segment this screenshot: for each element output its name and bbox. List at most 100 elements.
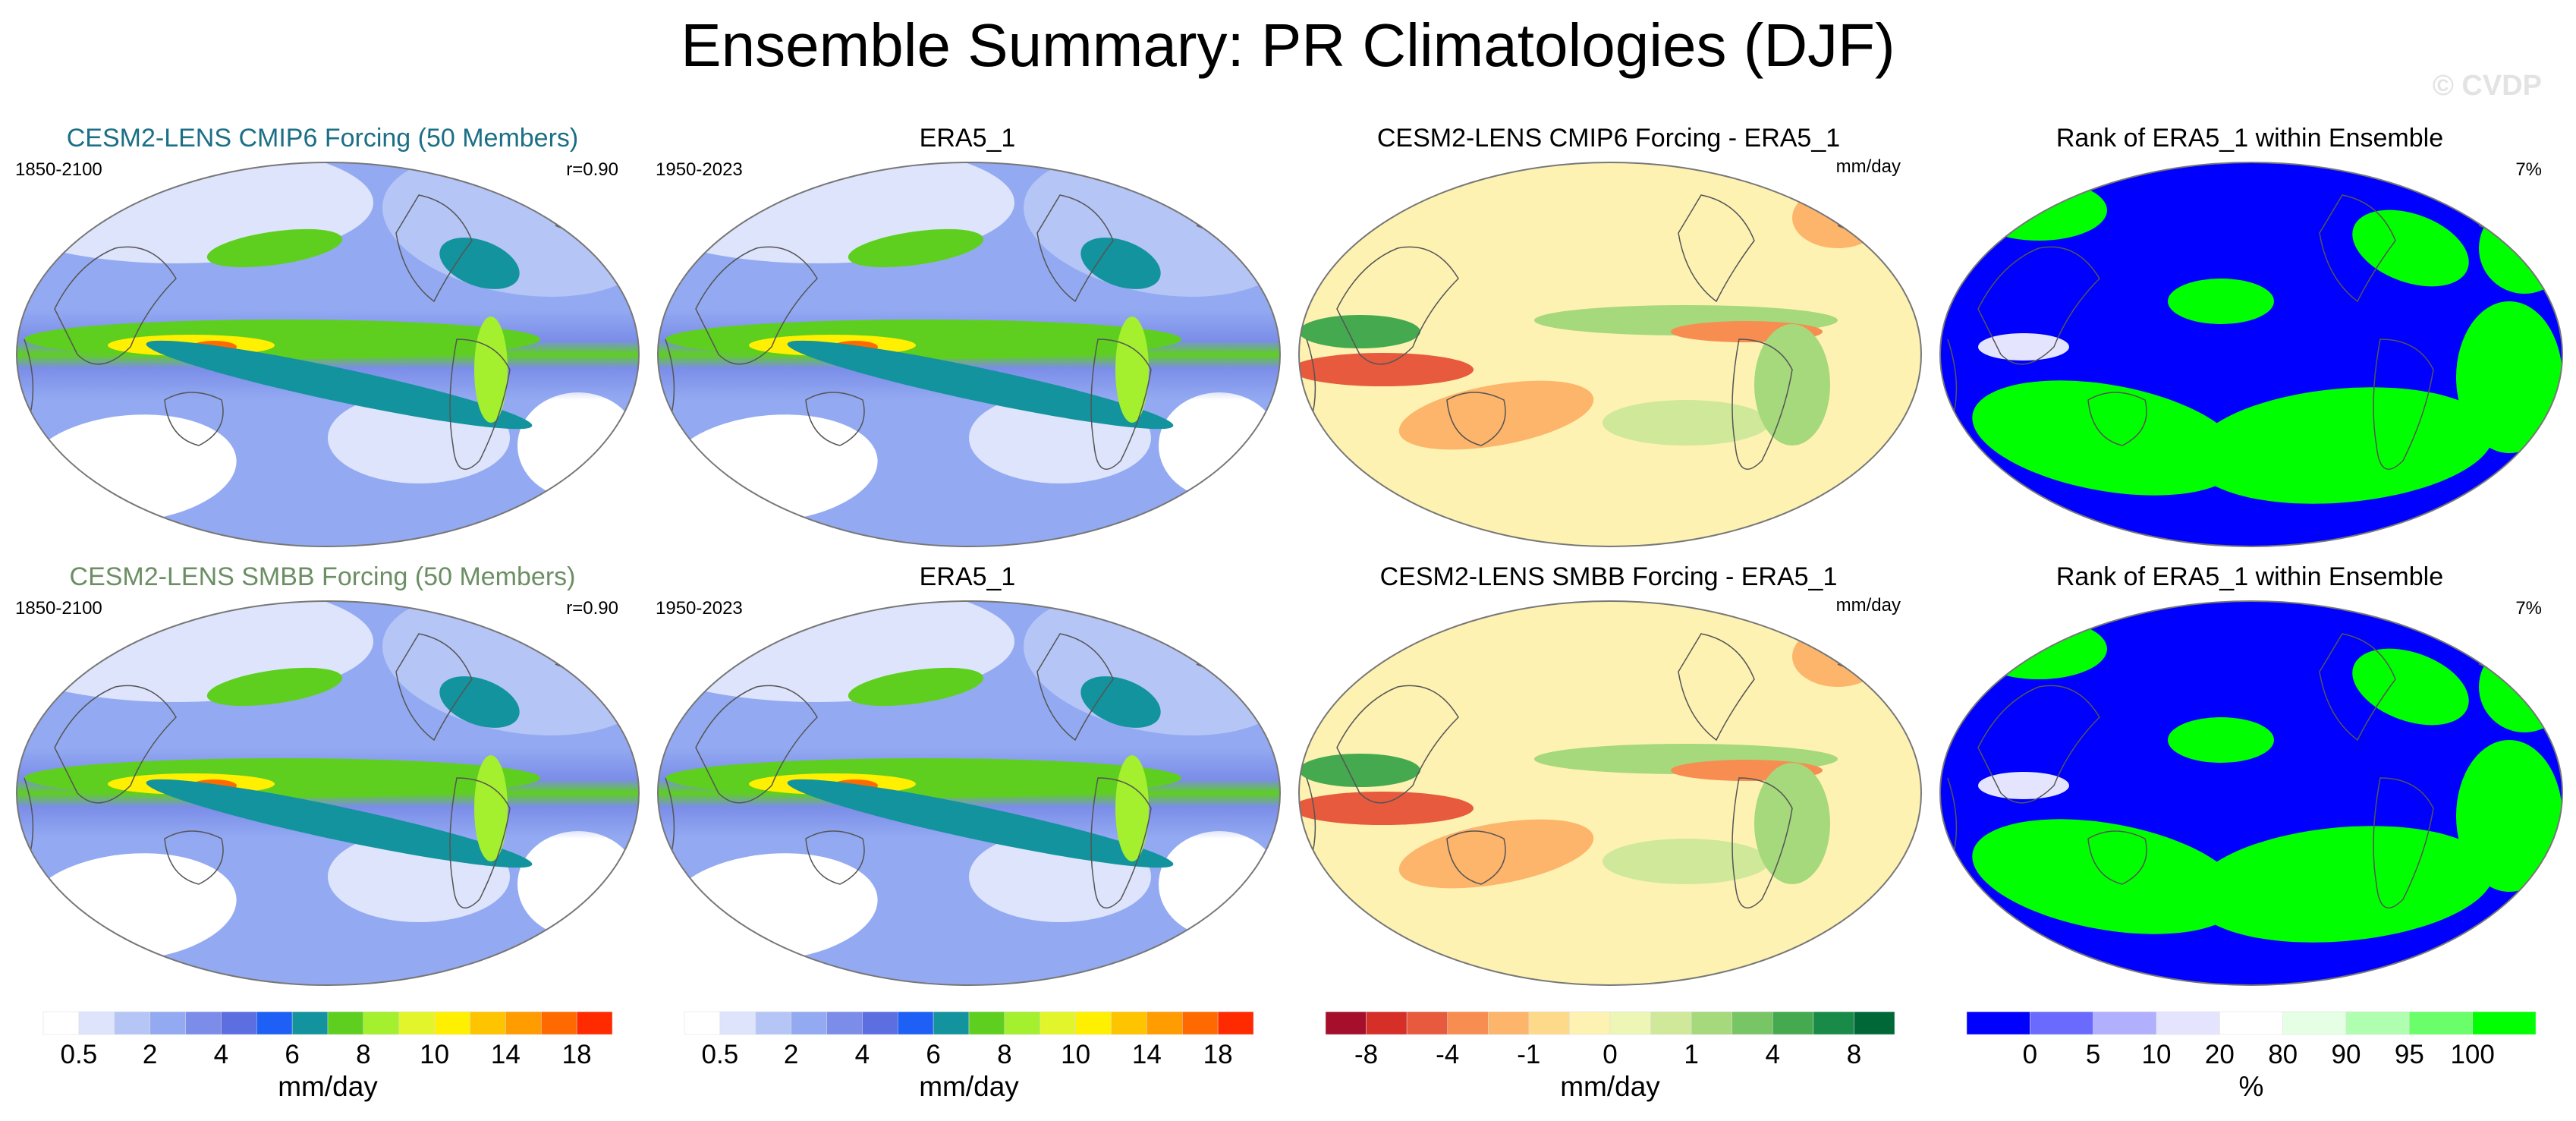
colorbar-tick-label: 14: [1131, 1040, 1162, 1069]
coastline-australia: [2087, 830, 2147, 885]
coastline-south-america: [1731, 777, 1793, 908]
field-blob: [2352, 648, 2469, 726]
colorbar-swatch: [1004, 1011, 1040, 1035]
amazon-rainband: [474, 755, 508, 861]
storm-track-pacific: [848, 667, 984, 707]
colorbar-tick-label: 4: [1765, 1040, 1781, 1069]
colorbar-swatch: [470, 1011, 506, 1035]
rank-high-region: [1971, 180, 2107, 241]
colorbar-swatch: [78, 1011, 115, 1035]
dry-bias: [1299, 792, 1474, 825]
colorbar-tick-label: 4: [213, 1040, 229, 1069]
colorbar-tick-label: 10: [420, 1040, 450, 1069]
colorbar-swatch: [791, 1011, 827, 1035]
colorbar-swatch: [862, 1011, 898, 1035]
colorbar-swatch: [434, 1011, 470, 1035]
field-blob: [1754, 763, 1830, 884]
storm-track-pacific: [206, 228, 343, 268]
colorbar-swatch: [505, 1011, 542, 1035]
rank-pct-row1: 7%: [2515, 159, 2542, 180]
colorbar-swatch: [185, 1011, 222, 1035]
colorbar-swatch: [968, 1011, 1005, 1035]
panel-title-rank-row1: Rank of ERA5_1 within Ensemble: [2055, 124, 2444, 153]
colorbar-tick-label: 5: [2085, 1040, 2101, 1069]
map-panel-diff-2: [1298, 600, 1922, 986]
colorbar-swatch: [363, 1011, 399, 1035]
field-blob: [1972, 819, 2242, 934]
colorbar-swatch: [398, 1011, 435, 1035]
field-blob: [2191, 826, 2494, 943]
coastline-north-america: [1678, 194, 1755, 303]
coastline-south-america: [1090, 339, 1152, 470]
colorbar-swatch: [2282, 1011, 2347, 1035]
colorbar-swatch: [1569, 1011, 1611, 1035]
map-panel-model-2: [16, 600, 640, 986]
colorbar-tick-label: 0: [2022, 1040, 2038, 1069]
colorbar-swatch: [1813, 1011, 1854, 1035]
map-outline: [16, 600, 640, 986]
coastline-north-america: [395, 194, 473, 303]
storm-track-atlantic: [439, 238, 520, 289]
map-panel-model-1: [16, 162, 640, 547]
colorbar-swatch: [2219, 1011, 2283, 1035]
coastline-australia: [164, 392, 224, 446]
colorbar-tick-label: 18: [561, 1040, 592, 1069]
field-blob: [2456, 740, 2562, 892]
colorbar-tick-label: 6: [285, 1040, 300, 1069]
colorbar-swatch: [2409, 1011, 2473, 1035]
coastline-south-america: [449, 339, 511, 470]
colorbar-tick-label: 8: [997, 1040, 1012, 1069]
field-blob: [1603, 839, 1769, 884]
coastline-south-america: [1090, 777, 1152, 908]
coastline-south-america: [2373, 777, 2434, 908]
colorbar-swatch: [1182, 1011, 1219, 1035]
wet-bias: [1299, 754, 1420, 787]
cvdp-watermark: © CVDP: [2432, 70, 2542, 102]
colorbar-swatch: [1488, 1011, 1530, 1035]
map-panel-rank-2: [1939, 600, 2563, 986]
coastline-australia: [164, 830, 224, 885]
coastline-asia: [1336, 685, 1459, 804]
colorbar-swatch: [826, 1011, 863, 1035]
storm-track-pacific: [848, 228, 984, 268]
panel-title-diff-row2: CESM2-LENS SMBB Forcing - ERA5_1: [1379, 562, 1838, 591]
diff-units-row2: mm/day: [1835, 595, 1901, 616]
coastline-north-america: [1036, 194, 1114, 303]
colorbar-diff: [1325, 1011, 1895, 1035]
spcz-rainband: [787, 340, 1174, 430]
colorbar-swatch: [291, 1011, 329, 1035]
spcz-rainband: [146, 779, 533, 868]
colorbar-swatch: [1650, 1011, 1692, 1035]
storm-track-pacific: [206, 667, 343, 707]
map-outline: [657, 162, 1281, 547]
coastline-australia: [1446, 392, 1506, 446]
colorbar-tick-label: 1: [1684, 1040, 1699, 1069]
colorbar-tick-label: 90: [2331, 1040, 2361, 1069]
colorbar-tick-label: 4: [854, 1040, 870, 1069]
spcz-rainband: [146, 340, 533, 430]
colorbar-tick-label: 100: [2450, 1040, 2495, 1069]
rank-high-region: [1971, 619, 2107, 679]
colorbar-swatch: [755, 1011, 791, 1035]
colorbar-swatch: [1217, 1011, 1254, 1035]
coastline-north-america: [2319, 633, 2396, 742]
colorbar-swatch: [1146, 1011, 1183, 1035]
figure-title: Ensemble Summary: PR Climatologies (DJF): [681, 11, 1895, 79]
colorbar-tick-label: 0.5: [701, 1040, 739, 1069]
field-blob: [2479, 641, 2562, 732]
dry-bias: [1299, 353, 1474, 386]
map-outline: [1939, 162, 2563, 547]
colorbar-swatch: [1075, 1011, 1112, 1035]
colorbar-tick-label: 2: [142, 1040, 158, 1069]
colorbar-tick-label: -1: [1517, 1040, 1541, 1069]
colorbar-swatch: [898, 1011, 934, 1035]
field-blob: [2352, 209, 2469, 287]
coastline-north-america: [1678, 633, 1755, 742]
colorbar-swatch: [1447, 1011, 1489, 1035]
map-panel-diff-1: [1298, 162, 1922, 547]
coastline-asia: [1336, 246, 1459, 365]
panel-title-rank-row2: Rank of ERA5_1 within Ensemble: [2055, 562, 2444, 591]
panel-title-diff-row1: CESM2-LENS CMIP6 Forcing - ERA5_1: [1376, 124, 1841, 153]
colorbar-swatch: [2030, 1011, 2093, 1035]
coastline-asia: [54, 246, 177, 365]
